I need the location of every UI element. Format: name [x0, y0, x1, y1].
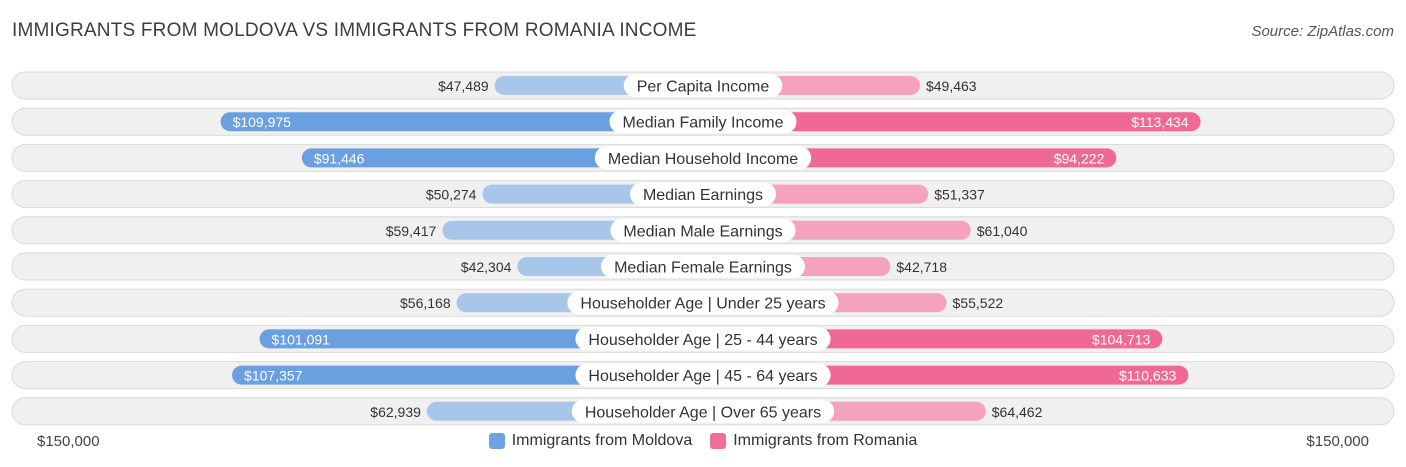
category-label: Householder Age | Over 65 years [585, 404, 821, 421]
value-label-romania: $42,718 [896, 259, 947, 275]
category-label: Householder Age | 45 - 64 years [588, 368, 817, 385]
legend-item-romania[interactable]: Immigrants from Romania [710, 432, 917, 450]
value-label-moldova: $62,939 [370, 404, 421, 420]
category-label-pill [609, 110, 797, 134]
category-label: Householder Age | 25 - 44 years [588, 332, 817, 349]
legend-item-moldova[interactable]: Immigrants from Moldova [488, 432, 693, 450]
legend-swatch-romania [710, 433, 727, 449]
category-label-pill [623, 74, 783, 97]
value-label-moldova: $109,975 [233, 114, 292, 130]
category-label-pill [610, 218, 796, 242]
value-label-romania: $110,633 [1119, 368, 1177, 384]
value-label-romania: $64,462 [992, 404, 1043, 420]
category-label-pill [567, 291, 839, 315]
chart-row: $62,939 $64,462 Householder Age | Over 65 … [11, 397, 1395, 426]
value-label-moldova: $42,304 [461, 259, 512, 275]
value-label-romania: $61,040 [977, 223, 1028, 239]
chart-row: $109,975 $113,434 Median Family Income [11, 107, 1395, 136]
category-label-pill [575, 363, 831, 387]
value-label-romania: $51,337 [934, 187, 985, 203]
chart-title: IMMIGRANTS FROM MOLDOVA VS IMMIGRANTS FR… [12, 20, 697, 41]
category-label-pill [594, 146, 812, 170]
value-label-romania: $49,463 [926, 78, 977, 94]
value-label-moldova: $56,168 [400, 295, 451, 311]
category-label: Per Capita Income [637, 79, 770, 96]
value-label-romania: $104,713 [1092, 331, 1151, 347]
category-label: Median Male Earnings [623, 223, 782, 240]
value-label-moldova: $91,446 [314, 150, 365, 166]
value-label-moldova: $107,357 [244, 368, 303, 384]
legend-label-moldova: Immigrants from Moldova [511, 432, 693, 449]
value-label-moldova: $50,274 [426, 187, 477, 203]
legend-label-romania: Immigrants from Romania [733, 432, 918, 449]
category-label: Median Earnings [643, 187, 763, 204]
legend-swatch-moldova [488, 433, 505, 449]
chart-row: $42,304 $42,718 Median Female Earnings [11, 252, 1395, 281]
value-label-romania: $55,522 [953, 295, 1004, 311]
value-label-romania: $94,222 [1054, 150, 1105, 166]
category-label: Median Family Income [623, 115, 784, 132]
chart-row: $50,274 $51,337 Median Earnings [11, 180, 1395, 209]
axis-label-right: $150,000 [1306, 433, 1369, 450]
value-label-romania: $113,434 [1131, 114, 1189, 130]
value-label-moldova: $101,091 [272, 331, 331, 347]
axis-label-left: $150,000 [37, 433, 100, 450]
category-label: Householder Age | Under 25 years [580, 296, 825, 313]
category-label: Median Female Earnings [614, 260, 792, 277]
chart-source: Source: ZipAtlas.com [1251, 23, 1394, 40]
chart-row: $107,357 $110,633 Householder Age | 45 - 6… [11, 361, 1395, 390]
chart-row: $101,091 $104,713 Householder Age | 25 - 4… [11, 324, 1395, 353]
chart-row: $91,446 $94,222 Median Household Income [11, 143, 1395, 172]
category-label: Median Household Income [608, 151, 798, 168]
category-label-pill [571, 399, 835, 423]
chart-row: $56,168 $55,522 Householder Age | Under 25… [11, 288, 1395, 317]
category-label-pill [601, 255, 805, 278]
bar-romania [703, 112, 1201, 132]
chart-row: $47,489 $49,463 Per Capita Income [11, 71, 1395, 100]
value-label-moldova: $47,489 [438, 78, 489, 94]
chart-row: $59,417 $61,040 Median Male Earnings [11, 216, 1395, 245]
value-label-moldova: $59,417 [386, 223, 437, 239]
legend: Immigrants from Moldova Immigrants from … [0, 432, 1406, 450]
category-label-pill [575, 327, 831, 351]
bar-moldova [220, 112, 703, 132]
category-label-pill [629, 182, 777, 206]
